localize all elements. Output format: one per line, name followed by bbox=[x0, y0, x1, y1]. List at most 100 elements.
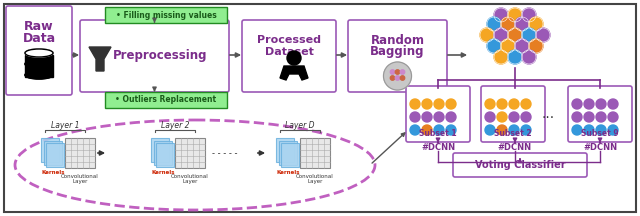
FancyBboxPatch shape bbox=[276, 138, 294, 162]
Circle shape bbox=[584, 112, 594, 122]
FancyBboxPatch shape bbox=[105, 7, 227, 23]
Text: Layer: Layer bbox=[307, 179, 323, 184]
FancyBboxPatch shape bbox=[175, 138, 205, 168]
Circle shape bbox=[485, 125, 495, 135]
Text: - - - - -: - - - - - bbox=[212, 149, 237, 157]
Circle shape bbox=[400, 70, 404, 74]
Text: Dataset: Dataset bbox=[264, 47, 314, 57]
Circle shape bbox=[487, 39, 501, 53]
Text: Voting Classifier: Voting Classifier bbox=[475, 160, 565, 170]
Circle shape bbox=[508, 28, 522, 42]
Text: Layer 2: Layer 2 bbox=[161, 121, 189, 130]
Circle shape bbox=[390, 76, 395, 80]
Text: #DCNN: #DCNN bbox=[421, 143, 455, 152]
FancyBboxPatch shape bbox=[6, 6, 72, 95]
FancyBboxPatch shape bbox=[151, 138, 169, 162]
Circle shape bbox=[596, 125, 606, 135]
Text: Random: Random bbox=[371, 33, 424, 46]
Circle shape bbox=[487, 17, 501, 31]
FancyBboxPatch shape bbox=[80, 20, 229, 92]
Circle shape bbox=[529, 39, 543, 53]
Text: Convolutional: Convolutional bbox=[296, 173, 334, 178]
Circle shape bbox=[509, 99, 519, 109]
Circle shape bbox=[434, 112, 444, 122]
Text: • Filling missing values: • Filling missing values bbox=[116, 11, 216, 19]
Circle shape bbox=[501, 17, 515, 31]
Circle shape bbox=[509, 125, 519, 135]
Text: Subset 2: Subset 2 bbox=[494, 129, 532, 138]
Text: Subset 1: Subset 1 bbox=[419, 129, 457, 138]
Circle shape bbox=[608, 112, 618, 122]
Circle shape bbox=[515, 39, 529, 53]
Text: Layer 1: Layer 1 bbox=[51, 121, 79, 130]
FancyBboxPatch shape bbox=[481, 86, 545, 142]
Circle shape bbox=[608, 125, 618, 135]
Circle shape bbox=[521, 125, 531, 135]
Text: Raw: Raw bbox=[24, 19, 54, 32]
Circle shape bbox=[536, 28, 550, 42]
Circle shape bbox=[501, 39, 515, 53]
Text: Convolutional: Convolutional bbox=[171, 173, 209, 178]
Circle shape bbox=[494, 50, 508, 64]
Text: Data: Data bbox=[22, 32, 56, 44]
Text: Subset 9: Subset 9 bbox=[581, 129, 619, 138]
FancyBboxPatch shape bbox=[453, 153, 587, 177]
Ellipse shape bbox=[25, 71, 53, 79]
Text: Processed: Processed bbox=[257, 35, 321, 45]
Circle shape bbox=[446, 125, 456, 135]
Text: Layer D: Layer D bbox=[285, 121, 315, 130]
Circle shape bbox=[596, 99, 606, 109]
FancyBboxPatch shape bbox=[41, 138, 59, 162]
Circle shape bbox=[596, 112, 606, 122]
FancyBboxPatch shape bbox=[46, 143, 64, 167]
Circle shape bbox=[434, 125, 444, 135]
Circle shape bbox=[400, 76, 404, 80]
Circle shape bbox=[410, 99, 420, 109]
Polygon shape bbox=[89, 47, 111, 71]
Circle shape bbox=[509, 112, 519, 122]
Circle shape bbox=[422, 112, 432, 122]
Bar bbox=[25, 55, 53, 77]
Text: #DCNN: #DCNN bbox=[583, 143, 617, 152]
Circle shape bbox=[521, 112, 531, 122]
FancyBboxPatch shape bbox=[4, 4, 636, 212]
FancyBboxPatch shape bbox=[242, 20, 336, 92]
Circle shape bbox=[485, 112, 495, 122]
Circle shape bbox=[508, 8, 522, 22]
Text: Kernels: Kernels bbox=[151, 170, 175, 175]
Polygon shape bbox=[280, 66, 308, 80]
Text: • Outliers Replacement: • Outliers Replacement bbox=[115, 95, 216, 105]
Circle shape bbox=[508, 50, 522, 64]
Circle shape bbox=[522, 50, 536, 64]
Circle shape bbox=[497, 125, 507, 135]
FancyBboxPatch shape bbox=[348, 20, 447, 92]
FancyBboxPatch shape bbox=[568, 86, 632, 142]
Circle shape bbox=[522, 8, 536, 22]
Circle shape bbox=[287, 51, 301, 65]
Text: ...: ... bbox=[541, 107, 555, 121]
Circle shape bbox=[497, 99, 507, 109]
Circle shape bbox=[434, 99, 444, 109]
Circle shape bbox=[410, 125, 420, 135]
Circle shape bbox=[396, 76, 400, 80]
Circle shape bbox=[529, 17, 543, 31]
Text: Preprocessing: Preprocessing bbox=[113, 49, 208, 62]
Text: Layer: Layer bbox=[182, 179, 198, 184]
Circle shape bbox=[494, 28, 508, 42]
FancyBboxPatch shape bbox=[105, 92, 227, 108]
FancyBboxPatch shape bbox=[156, 143, 174, 167]
Circle shape bbox=[396, 70, 400, 74]
Circle shape bbox=[480, 28, 494, 42]
Circle shape bbox=[521, 99, 531, 109]
Circle shape bbox=[446, 112, 456, 122]
Text: Bagging: Bagging bbox=[371, 46, 425, 59]
FancyBboxPatch shape bbox=[154, 140, 172, 165]
Circle shape bbox=[522, 28, 536, 42]
Circle shape bbox=[497, 112, 507, 122]
Ellipse shape bbox=[25, 49, 53, 57]
Circle shape bbox=[422, 125, 432, 135]
Circle shape bbox=[383, 62, 412, 90]
Text: #DCNN: #DCNN bbox=[498, 143, 532, 152]
Circle shape bbox=[410, 112, 420, 122]
Circle shape bbox=[515, 17, 529, 31]
